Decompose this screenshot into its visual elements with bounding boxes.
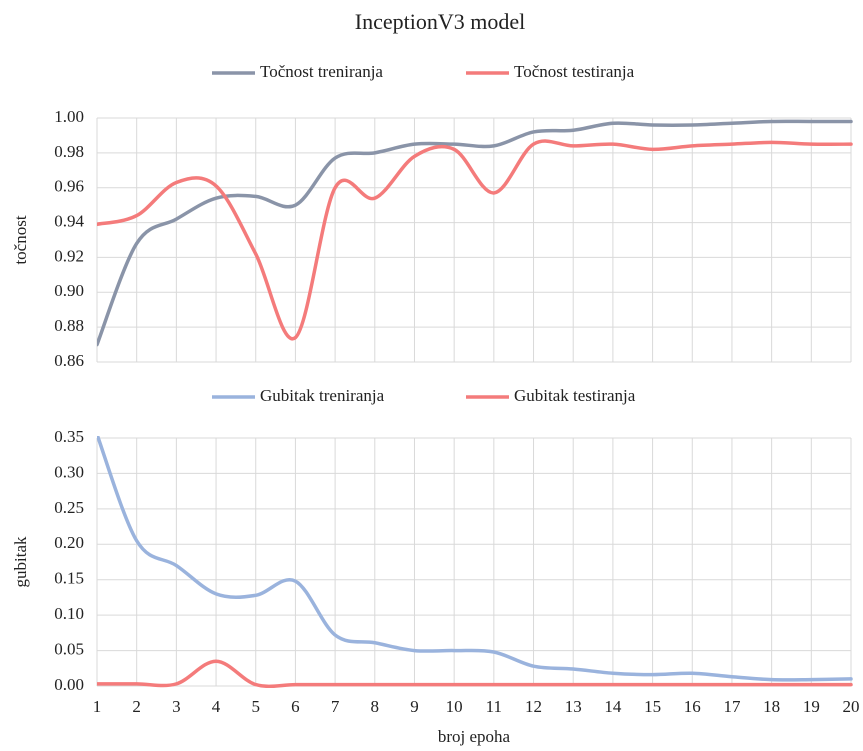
- x-tick-label: 13: [565, 697, 582, 716]
- y-tick-label: 0.92: [54, 246, 84, 265]
- x-tick-label: 2: [132, 697, 141, 716]
- x-axis-label: broj epoha: [438, 727, 511, 746]
- legend-label: Gubitak treniranja: [260, 386, 385, 405]
- y-tick-label: 0.05: [54, 639, 84, 658]
- y-tick-label: 0.94: [54, 211, 84, 230]
- y-tick-label: 0.90: [54, 281, 84, 300]
- y-tick-label: 0.96: [54, 177, 84, 196]
- y-tick-label: 1.00: [54, 107, 84, 126]
- legend-label: Točnost treniranja: [260, 62, 383, 81]
- x-tick-label: 1: [93, 697, 102, 716]
- x-tick-label: 4: [212, 697, 221, 716]
- legend-label: Točnost testiranja: [514, 62, 635, 81]
- y-tick-label: 0.98: [54, 142, 84, 161]
- y-tick-label: 0.86: [54, 351, 84, 370]
- line-series: [97, 659, 853, 688]
- x-tick-label: 17: [723, 697, 741, 716]
- plot-area: [97, 119, 853, 347]
- x-tick-label: 15: [644, 697, 661, 716]
- y-axis-label: gubitak: [11, 536, 30, 587]
- x-tick-label: 7: [331, 697, 340, 716]
- legend-label: Gubitak testiranja: [514, 386, 636, 405]
- x-tick-label: 11: [486, 697, 502, 716]
- y-tick-label: 0.10: [54, 604, 84, 623]
- y-tick-label: 0.25: [54, 498, 84, 517]
- y-tick-label: 0.35: [54, 427, 84, 446]
- y-axis-label: točnost: [11, 215, 30, 264]
- x-tick-label: 16: [684, 697, 701, 716]
- y-tick-label: 0.88: [54, 316, 84, 335]
- x-tick-label: 5: [251, 697, 260, 716]
- x-tick-label: 20: [843, 697, 860, 716]
- line-series: [97, 436, 853, 682]
- x-tick-label: 12: [525, 697, 542, 716]
- y-tick-label: 0.15: [54, 569, 84, 588]
- plot-area: [97, 436, 853, 688]
- x-tick-label: 14: [604, 697, 622, 716]
- y-tick-label: 0.00: [54, 675, 84, 694]
- x-tick-label: 3: [172, 697, 181, 716]
- x-tick-label: 6: [291, 697, 300, 716]
- x-tick-label: 9: [410, 697, 419, 716]
- y-tick-label: 0.30: [54, 462, 84, 481]
- x-tick-label: 8: [371, 697, 380, 716]
- line-series: [97, 119, 853, 347]
- x-tick-label: 19: [803, 697, 820, 716]
- x-tick-label: 10: [446, 697, 463, 716]
- line-series: [97, 139, 853, 341]
- chart-title: InceptionV3 model: [355, 9, 525, 34]
- x-tick-label: 18: [763, 697, 780, 716]
- y-tick-label: 0.20: [54, 533, 84, 552]
